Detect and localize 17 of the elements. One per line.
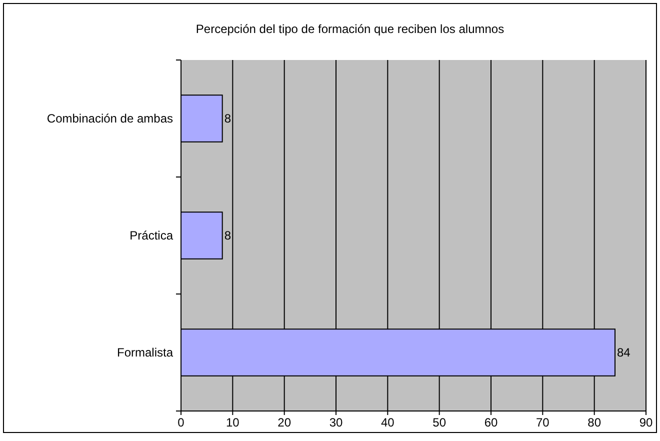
x-tick-label: 40 (380, 416, 395, 430)
y-tick-label: Combinación de ambas (46, 112, 173, 126)
x-tick-label: 70 (536, 416, 550, 430)
data-label: 8 (224, 228, 232, 243)
x-tick-label: 0 (178, 416, 185, 430)
x-tick-label: 30 (329, 416, 343, 430)
y-tick-label: Formalista (116, 346, 174, 360)
x-tick-label: 60 (484, 416, 498, 430)
x-tick-label: 20 (278, 416, 292, 430)
data-label: 84 (617, 346, 631, 360)
x-tick-label: 50 (432, 416, 446, 430)
chart-title: Percepción del tipo de formación que reciben los alumnos (196, 22, 504, 36)
x-tick-label: 90 (639, 416, 653, 430)
x-tick-label: 10 (226, 416, 240, 430)
data-label: 8 (224, 112, 232, 126)
x-tick-label: 80 (588, 416, 602, 430)
y-tick-label: Práctica (130, 228, 174, 243)
